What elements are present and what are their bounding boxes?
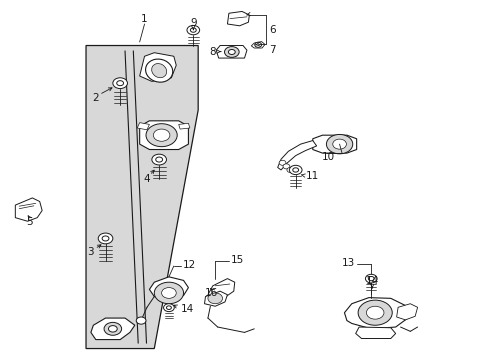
Circle shape bbox=[161, 288, 176, 298]
Polygon shape bbox=[207, 279, 234, 298]
Circle shape bbox=[152, 154, 166, 165]
Text: 15: 15 bbox=[230, 255, 244, 265]
Text: 7: 7 bbox=[268, 45, 275, 55]
Circle shape bbox=[108, 325, 117, 332]
Circle shape bbox=[292, 168, 298, 172]
Circle shape bbox=[102, 236, 109, 241]
Circle shape bbox=[289, 165, 302, 175]
Polygon shape bbox=[251, 41, 264, 48]
Polygon shape bbox=[355, 327, 395, 338]
Polygon shape bbox=[86, 45, 198, 348]
Circle shape bbox=[326, 134, 352, 154]
Circle shape bbox=[224, 46, 239, 57]
Circle shape bbox=[190, 28, 196, 32]
Polygon shape bbox=[216, 45, 246, 58]
Polygon shape bbox=[15, 198, 42, 221]
Text: 14: 14 bbox=[365, 276, 378, 286]
Text: 5: 5 bbox=[26, 217, 33, 227]
Circle shape bbox=[332, 139, 346, 149]
Polygon shape bbox=[344, 298, 407, 329]
Circle shape bbox=[228, 49, 235, 54]
Ellipse shape bbox=[151, 64, 166, 78]
Ellipse shape bbox=[145, 59, 172, 82]
Circle shape bbox=[254, 42, 261, 47]
Circle shape bbox=[366, 306, 383, 319]
Circle shape bbox=[146, 124, 177, 147]
Polygon shape bbox=[149, 277, 188, 300]
Text: 13: 13 bbox=[341, 258, 354, 268]
Polygon shape bbox=[140, 53, 176, 81]
Polygon shape bbox=[312, 135, 356, 153]
Text: 11: 11 bbox=[305, 171, 319, 181]
Circle shape bbox=[357, 300, 391, 325]
Circle shape bbox=[166, 306, 171, 310]
Text: 9: 9 bbox=[190, 18, 196, 28]
Polygon shape bbox=[137, 123, 149, 130]
Polygon shape bbox=[396, 304, 417, 320]
Text: 3: 3 bbox=[87, 247, 94, 257]
Text: 6: 6 bbox=[268, 25, 275, 35]
Circle shape bbox=[279, 160, 285, 165]
Polygon shape bbox=[91, 318, 135, 339]
Polygon shape bbox=[140, 121, 188, 149]
Polygon shape bbox=[227, 12, 249, 26]
Polygon shape bbox=[277, 140, 316, 170]
Circle shape bbox=[153, 129, 169, 141]
Circle shape bbox=[113, 78, 127, 89]
Circle shape bbox=[156, 157, 162, 162]
Text: 12: 12 bbox=[183, 260, 196, 270]
Circle shape bbox=[163, 304, 174, 312]
Text: 8: 8 bbox=[209, 46, 216, 57]
Circle shape bbox=[207, 293, 222, 304]
Text: 4: 4 bbox=[143, 174, 150, 184]
Circle shape bbox=[286, 167, 293, 172]
Circle shape bbox=[365, 274, 376, 283]
Circle shape bbox=[104, 322, 122, 335]
Text: 10: 10 bbox=[321, 152, 334, 162]
Circle shape bbox=[117, 81, 123, 86]
Circle shape bbox=[136, 317, 146, 324]
Text: 16: 16 bbox=[204, 288, 218, 298]
Circle shape bbox=[186, 26, 199, 35]
Circle shape bbox=[98, 233, 113, 244]
Polygon shape bbox=[204, 291, 227, 306]
Polygon shape bbox=[178, 123, 189, 129]
Circle shape bbox=[367, 276, 373, 281]
Text: 2: 2 bbox=[92, 93, 99, 103]
Text: 14: 14 bbox=[181, 304, 194, 314]
Circle shape bbox=[154, 282, 183, 304]
Circle shape bbox=[283, 164, 289, 169]
Text: 1: 1 bbox=[141, 14, 147, 24]
